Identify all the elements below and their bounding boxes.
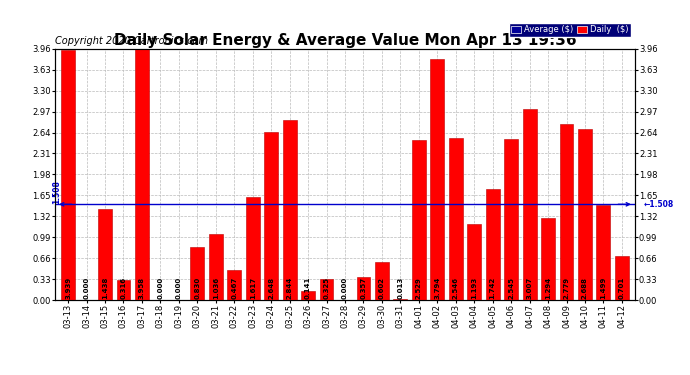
- Bar: [578, 129, 592, 300]
- Text: Copyright 2020 Cartronics.com: Copyright 2020 Cartronics.com: [55, 36, 208, 46]
- Bar: [504, 138, 518, 300]
- Text: 1.617: 1.617: [250, 277, 256, 299]
- Text: 1.499: 1.499: [600, 277, 607, 299]
- Bar: [448, 138, 463, 300]
- Text: 0.357: 0.357: [360, 277, 366, 299]
- Bar: [301, 291, 315, 300]
- Bar: [209, 234, 223, 300]
- Text: 1.508: 1.508: [52, 180, 61, 204]
- Text: 0.000: 0.000: [342, 277, 348, 299]
- Text: 2.688: 2.688: [582, 278, 588, 299]
- Text: 1.036: 1.036: [213, 277, 219, 299]
- Bar: [264, 132, 278, 300]
- Text: 1.294: 1.294: [545, 277, 551, 299]
- Bar: [117, 280, 130, 300]
- Bar: [412, 140, 426, 300]
- Text: 0.830: 0.830: [195, 277, 200, 299]
- Text: 1.438: 1.438: [102, 277, 108, 299]
- Bar: [319, 279, 333, 300]
- Text: 2.844: 2.844: [286, 277, 293, 299]
- Bar: [431, 59, 444, 300]
- Bar: [596, 205, 611, 300]
- Legend: Average ($), Daily  ($): Average ($), Daily ($): [509, 23, 631, 37]
- Bar: [357, 278, 371, 300]
- Bar: [467, 224, 481, 300]
- Text: 0.141: 0.141: [305, 277, 311, 299]
- Text: 0.701: 0.701: [619, 277, 625, 299]
- Text: 3.958: 3.958: [139, 277, 145, 299]
- Text: 0.013: 0.013: [397, 277, 404, 299]
- Title: Daily Solar Energy & Average Value Mon Apr 13 19:36: Daily Solar Energy & Average Value Mon A…: [114, 33, 576, 48]
- Text: 0.316: 0.316: [121, 277, 126, 299]
- Bar: [61, 50, 75, 300]
- Text: 2.648: 2.648: [268, 277, 274, 299]
- Text: 1.193: 1.193: [471, 277, 477, 299]
- Bar: [246, 197, 259, 300]
- Text: 2.546: 2.546: [453, 278, 459, 299]
- Text: 2.529: 2.529: [416, 278, 422, 299]
- Text: 3.939: 3.939: [65, 277, 71, 299]
- Text: 0.467: 0.467: [231, 277, 237, 299]
- Text: 2.545: 2.545: [508, 278, 514, 299]
- Text: ←1.508: ←1.508: [644, 200, 673, 209]
- Bar: [560, 124, 573, 300]
- Bar: [227, 270, 242, 300]
- Bar: [486, 189, 500, 300]
- Bar: [135, 49, 149, 300]
- Bar: [375, 262, 389, 300]
- Text: 0.325: 0.325: [324, 278, 330, 299]
- Bar: [615, 255, 629, 300]
- Bar: [190, 248, 204, 300]
- Text: 1.742: 1.742: [490, 277, 495, 299]
- Text: 3.794: 3.794: [434, 277, 440, 299]
- Bar: [283, 120, 297, 300]
- Bar: [522, 109, 537, 300]
- Text: 0.000: 0.000: [157, 277, 164, 299]
- Text: 3.007: 3.007: [526, 277, 533, 299]
- Text: 0.602: 0.602: [379, 278, 385, 299]
- Bar: [393, 299, 407, 300]
- Text: 2.779: 2.779: [564, 277, 569, 299]
- Text: 0.000: 0.000: [83, 277, 90, 299]
- Bar: [98, 209, 112, 300]
- Text: 0.000: 0.000: [176, 277, 182, 299]
- Bar: [541, 218, 555, 300]
